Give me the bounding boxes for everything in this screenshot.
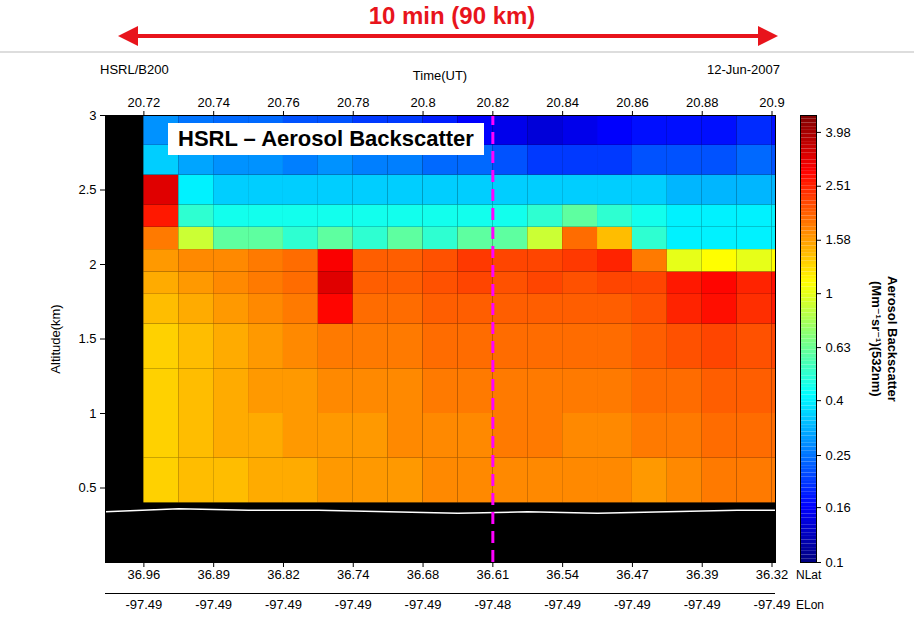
svg-text:36.82: 36.82 <box>267 567 300 582</box>
svg-text:36.96: 36.96 <box>128 567 161 582</box>
svg-text:0.25: 0.25 <box>826 448 851 463</box>
svg-text:-97.49: -97.49 <box>614 597 651 612</box>
svg-text:36.74: 36.74 <box>337 567 370 582</box>
svg-text:1: 1 <box>826 286 833 301</box>
svg-text:20.78: 20.78 <box>337 95 370 110</box>
svg-text:36.68: 36.68 <box>407 567 440 582</box>
svg-text:0.63: 0.63 <box>826 340 851 355</box>
svg-text:0.1: 0.1 <box>826 555 844 570</box>
svg-text:1.58: 1.58 <box>826 232 851 247</box>
svg-text:36.47: 36.47 <box>616 567 649 582</box>
svg-text:2: 2 <box>89 257 96 272</box>
svg-text:20.88: 20.88 <box>686 95 719 110</box>
svg-text:36.32: 36.32 <box>756 567 789 582</box>
svg-text:-97.49: -97.49 <box>335 597 372 612</box>
svg-text:-97.49: -97.49 <box>544 597 581 612</box>
svg-text:20.86: 20.86 <box>616 95 649 110</box>
svg-text:-97.49: -97.49 <box>195 597 232 612</box>
svg-text:-97.49: -97.49 <box>684 597 721 612</box>
svg-text:36.39: 36.39 <box>686 567 719 582</box>
svg-text:-97.49: -97.49 <box>405 597 442 612</box>
svg-text:3: 3 <box>89 108 96 123</box>
svg-text:36.89: 36.89 <box>197 567 230 582</box>
svg-text:20.8: 20.8 <box>410 95 435 110</box>
svg-text:36.54: 36.54 <box>546 567 579 582</box>
svg-text:36.61: 36.61 <box>477 567 510 582</box>
html-text:10 min (90 km): 10 min (90 km) <box>368 2 536 29</box>
svg-text:Altitude(km): Altitude(km) <box>48 304 63 373</box>
svg-text:1: 1 <box>89 406 96 421</box>
svg-text:0.5: 0.5 <box>78 480 96 495</box>
svg-text:20.72: 20.72 <box>128 95 161 110</box>
svg-text:20.82: 20.82 <box>477 95 510 110</box>
html-text:Time(UT): Time(UT) <box>412 68 468 83</box>
svg-text:-97.49: -97.49 <box>125 597 162 612</box>
html-text:12-Jun-2007: 12-Jun-2007 <box>707 62 780 77</box>
svg-text:3.98: 3.98 <box>826 125 851 140</box>
svg-text:-97.49: -97.49 <box>265 597 302 612</box>
svg-text:0.4: 0.4 <box>826 393 844 408</box>
svg-text:1.5: 1.5 <box>78 331 96 346</box>
html-text:Aerosol Backscatter (Mm⁻¹sr⁻¹): Aerosol Backscatter (Mm⁻¹sr⁻¹)(532nm) <box>869 275 900 402</box>
svg-text:2.5: 2.5 <box>78 182 96 197</box>
svg-text:0.16: 0.16 <box>826 500 851 515</box>
svg-text:2.51: 2.51 <box>826 178 851 193</box>
svg-text:-97.48: -97.48 <box>474 597 511 612</box>
svg-text:NLat: NLat <box>796 568 822 582</box>
svg-text:20.84: 20.84 <box>546 95 579 110</box>
html-text:HSRL/B200: HSRL/B200 <box>100 62 169 77</box>
html-text:HSRL – Aerosol Backscatter: HSRL – Aerosol Backscatter <box>178 126 474 151</box>
svg-text:20.74: 20.74 <box>197 95 230 110</box>
svg-text:ELon: ELon <box>796 598 824 612</box>
svg-text:20.9: 20.9 <box>759 95 784 110</box>
svg-text:20.76: 20.76 <box>267 95 300 110</box>
svg-text:-97.49: -97.49 <box>754 597 791 612</box>
